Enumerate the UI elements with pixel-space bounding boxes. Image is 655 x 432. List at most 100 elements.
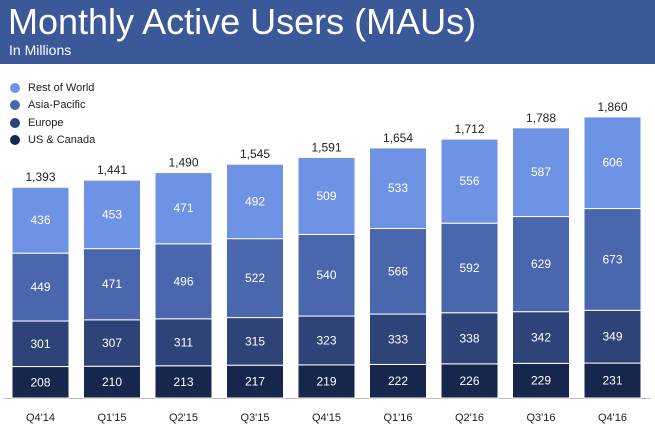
data-label-asia-pacific: 540 <box>316 268 336 282</box>
bar-group-q115: 210 307 471 453 1,441 Q1'15 <box>83 163 141 424</box>
legend-swatch-rest-of-world <box>10 82 20 93</box>
bar-segment-europe <box>154 318 213 367</box>
total-label: 1,788 <box>526 111 556 125</box>
bar-segment-asia-pacific <box>440 222 499 314</box>
legend-label: Asia-Pacific <box>28 99 86 112</box>
data-label-rest-of-world: 453 <box>102 207 122 221</box>
data-label-asia-pacific: 566 <box>388 264 408 278</box>
total-label: 1,490 <box>168 156 198 170</box>
legend-swatch-europe <box>10 117 20 128</box>
x-tick-label: Q4'14 <box>26 412 55 424</box>
data-label-rest-of-world: 587 <box>531 165 551 179</box>
bar-group-q116: 222 333 566 533 1,654 Q1'16 <box>369 131 427 424</box>
data-label-us-canada: 231 <box>602 374 622 388</box>
data-label-us-canada: 210 <box>102 375 122 389</box>
legend-item-rest-of-world: Rest of World <box>10 79 95 97</box>
bar-segment-rest-of-world <box>440 138 499 224</box>
bar-group-q216: 226 338 592 556 1,712 Q2'16 <box>440 122 499 424</box>
total-label: 1,393 <box>25 170 55 184</box>
legend-label: Rest of World <box>28 81 95 94</box>
data-label-us-canada: 208 <box>30 375 50 389</box>
total-label: 1,860 <box>597 100 627 114</box>
bar-group-q414: 208 301 449 436 1,393 Q4'14 <box>11 170 70 424</box>
total-label: 1,712 <box>454 122 484 136</box>
total-label: 1,441 <box>97 163 127 177</box>
bar-segment-us-canada <box>11 366 70 399</box>
total-label: 1,654 <box>383 131 413 145</box>
data-label-us-canada: 217 <box>245 375 265 389</box>
data-label-europe: 323 <box>316 333 336 347</box>
bar-segment-us-canada <box>369 363 427 399</box>
bar-segment-asia-pacific <box>226 238 284 319</box>
data-label-rest-of-world: 436 <box>30 213 50 227</box>
legend-swatch-asia-pacific <box>10 100 20 111</box>
x-tick-label: Q3'15 <box>240 412 269 424</box>
bar-segment-rest-of-world <box>583 116 642 210</box>
data-label-europe: 338 <box>459 331 479 345</box>
x-tick-label: Q1'16 <box>383 412 412 424</box>
legend-label: Europe <box>28 116 64 129</box>
bar-segment-rest-of-world <box>83 179 141 250</box>
data-label-rest-of-world: 606 <box>602 156 622 170</box>
total-label: 1,591 <box>311 140 341 154</box>
bar-segment-rest-of-world <box>369 147 427 230</box>
bar-group-q415: 219 323 540 509 1,591 Q4'15 <box>297 140 356 424</box>
data-label-asia-pacific: 673 <box>602 252 622 266</box>
bar-segment-rest-of-world <box>154 172 213 245</box>
data-label-asia-pacific: 471 <box>102 277 122 291</box>
bar-segment-asia-pacific <box>512 216 570 313</box>
bar-segment-asia-pacific <box>369 228 427 315</box>
bar-segment-asia-pacific <box>154 243 213 320</box>
x-tick-label: Q2'16 <box>455 412 484 424</box>
bar-segment-asia-pacific <box>83 248 141 321</box>
chart-title: Monthly Active Users (MAUs) <box>8 1 477 42</box>
bar-segment-rest-of-world <box>512 127 570 218</box>
data-label-europe: 315 <box>245 334 265 348</box>
x-tick-label: Q1'15 <box>97 412 126 424</box>
bar-segment-asia-pacific <box>11 252 70 322</box>
data-label-asia-pacific: 496 <box>173 274 193 288</box>
total-label: 1,545 <box>240 147 270 161</box>
header-banner: Monthly Active Users (MAUs) In Millions <box>0 0 655 64</box>
data-label-europe: 301 <box>30 337 50 351</box>
bar-segment-europe <box>83 319 141 367</box>
data-label-us-canada: 229 <box>531 374 551 388</box>
legend: Rest of World Asia-Pacific Europe US & C… <box>10 79 95 149</box>
data-label-asia-pacific: 449 <box>30 280 50 294</box>
bar-group-q316: 229 342 629 587 1,788 Q3'16 <box>512 111 570 424</box>
data-label-asia-pacific: 592 <box>459 261 479 275</box>
bar-segment-us-canada <box>297 364 356 399</box>
bar-segment-europe <box>440 312 499 365</box>
x-tick-label: Q4'16 <box>598 412 627 424</box>
legend-item-us-canada: US & Canada <box>10 132 95 150</box>
x-tick-label: Q2'15 <box>169 412 198 424</box>
legend-swatch-us-canada <box>10 135 20 146</box>
data-label-rest-of-world: 556 <box>459 174 479 188</box>
data-label-rest-of-world: 471 <box>173 201 193 215</box>
data-label-europe: 333 <box>388 332 408 346</box>
data-label-us-canada: 213 <box>173 375 193 389</box>
data-label-asia-pacific: 629 <box>531 257 551 271</box>
bar-segment-asia-pacific <box>297 233 356 317</box>
legend-item-asia-pacific: Asia-Pacific <box>10 97 95 115</box>
bar-segment-us-canada <box>154 365 213 399</box>
data-label-us-canada: 226 <box>459 374 479 388</box>
data-label-asia-pacific: 522 <box>245 271 265 285</box>
data-label-europe: 311 <box>174 335 193 349</box>
data-label-europe: 307 <box>102 336 122 350</box>
chart-subtitle: In Millions <box>9 42 72 58</box>
bar-segment-europe <box>297 315 356 366</box>
legend-item-europe: Europe <box>10 114 95 132</box>
bar-segment-rest-of-world <box>11 186 70 254</box>
data-label-us-canada: 219 <box>316 374 336 388</box>
bar-group-q215: 213 311 496 471 1,490 Q2'15 <box>154 156 213 424</box>
bar-group-q416: 231 349 673 606 1,860 Q4'16 <box>583 100 642 424</box>
bar-segment-asia-pacific <box>583 208 642 311</box>
data-label-europe: 349 <box>602 330 622 344</box>
bar-segment-rest-of-world <box>297 156 356 235</box>
data-label-rest-of-world: 492 <box>245 194 265 208</box>
data-label-europe: 342 <box>531 331 551 345</box>
bar-group-q315: 217 315 522 492 1,545 Q3'15 <box>226 147 284 424</box>
bar-segment-us-canada <box>440 363 499 399</box>
